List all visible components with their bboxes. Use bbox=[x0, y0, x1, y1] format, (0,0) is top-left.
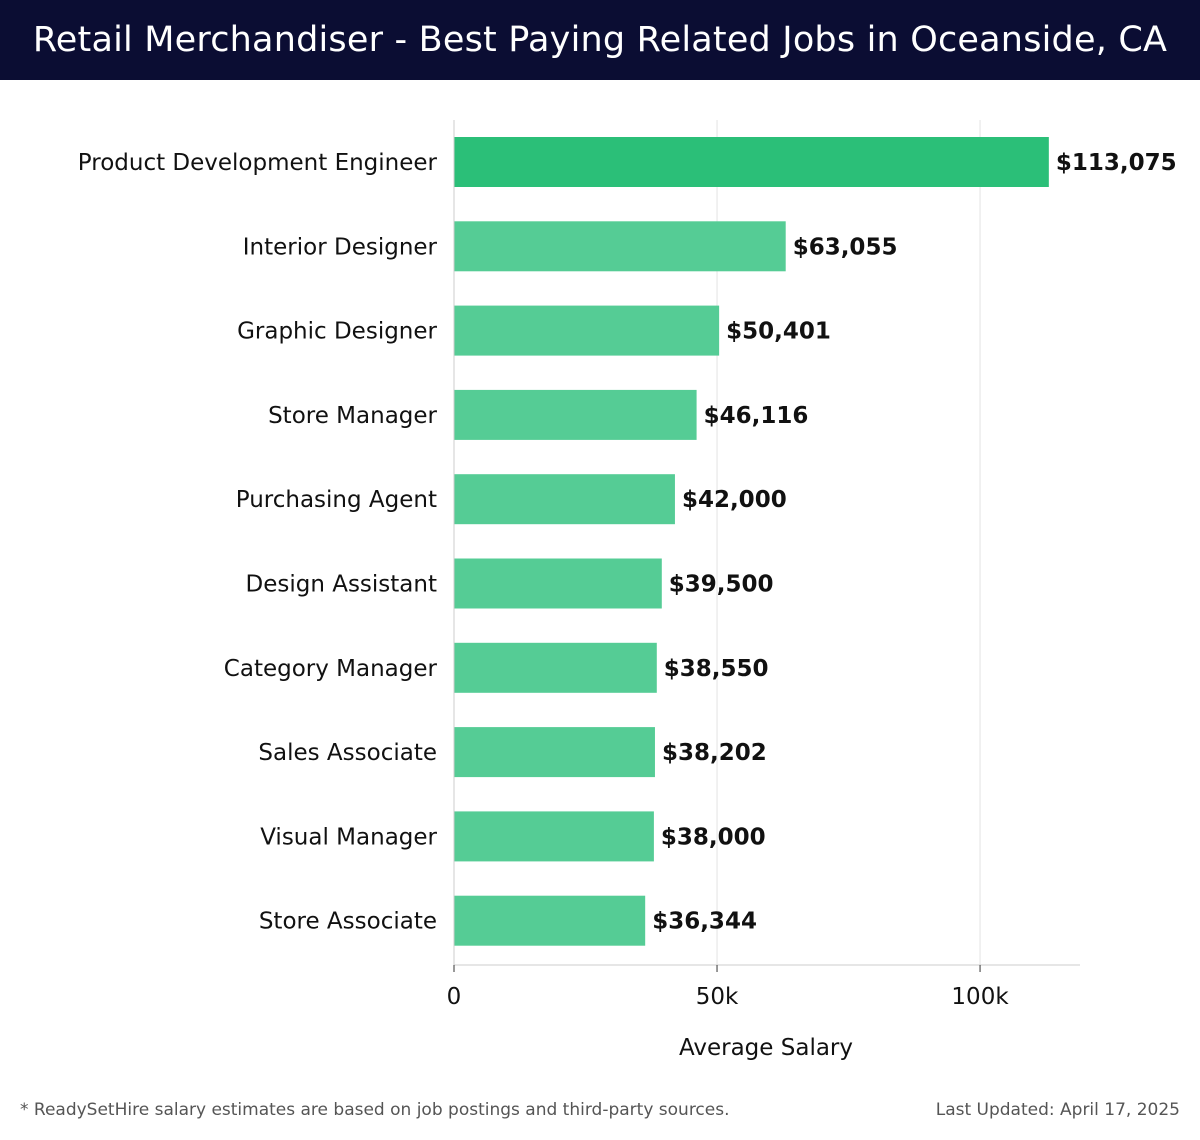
value-label-design-assistant: $39,500 bbox=[669, 572, 774, 598]
x-tick-label-100k: 100k bbox=[951, 984, 1009, 1010]
category-label-interior-designer: Interior Designer bbox=[243, 234, 438, 260]
category-label-sales-associate: Sales Associate bbox=[258, 740, 437, 766]
footer-disclaimer: * ReadySetHire salary estimates are base… bbox=[20, 1100, 730, 1120]
category-label-store-manager: Store Manager bbox=[268, 403, 437, 429]
category-label-design-assistant: Design Assistant bbox=[245, 572, 437, 598]
value-label-graphic-designer: $50,401 bbox=[726, 319, 831, 345]
value-label-category-manager: $38,550 bbox=[664, 656, 769, 682]
x-tick-label-0: 0 bbox=[447, 984, 462, 1010]
category-label-purchasing-agent: Purchasing Agent bbox=[236, 487, 437, 513]
value-label-product-development-engineer: $113,075 bbox=[1056, 150, 1177, 176]
bar-interior-designer bbox=[454, 221, 786, 272]
x-tick-label-50k: 50k bbox=[696, 984, 739, 1010]
bar-store-manager bbox=[454, 389, 697, 440]
bar-product-development-engineer bbox=[454, 137, 1049, 187]
category-label-store-associate: Store Associate bbox=[259, 909, 437, 935]
category-label-graphic-designer: Graphic Designer bbox=[237, 319, 437, 345]
value-label-store-associate: $36,344 bbox=[652, 909, 757, 935]
category-label-visual-manager: Visual Manager bbox=[260, 824, 437, 850]
footer-last-updated: Last Updated: April 17, 2025 bbox=[935, 1100, 1180, 1120]
bar-purchasing-agent bbox=[454, 474, 675, 525]
bar-sales-associate bbox=[454, 727, 655, 778]
bar-category-manager bbox=[454, 642, 657, 693]
value-label-interior-designer: $63,055 bbox=[793, 234, 898, 260]
category-label-product-development-engineer: Product Development Engineer bbox=[78, 150, 438, 176]
value-label-store-manager: $46,116 bbox=[704, 403, 809, 429]
bar-graphic-designer bbox=[454, 305, 720, 356]
x-axis: 0 50k 100k bbox=[447, 120, 1080, 1010]
chart-header: Retail Merchandiser - Best Paying Relate… bbox=[0, 0, 1200, 80]
value-label-purchasing-agent: $42,000 bbox=[682, 487, 787, 513]
bar-design-assistant bbox=[454, 558, 662, 609]
chart-title: Retail Merchandiser - Best Paying Relate… bbox=[32, 20, 1168, 60]
bar-visual-manager bbox=[454, 811, 654, 862]
value-label-visual-manager: $38,000 bbox=[661, 824, 766, 850]
value-label-sales-associate: $38,202 bbox=[662, 740, 767, 766]
category-label-category-manager: Category Manager bbox=[224, 656, 438, 682]
x-axis-label: Average Salary bbox=[679, 1035, 853, 1061]
bar-store-associate bbox=[454, 895, 646, 946]
bars: Product Development Engineer $113,075 Inte… bbox=[78, 137, 1177, 946]
